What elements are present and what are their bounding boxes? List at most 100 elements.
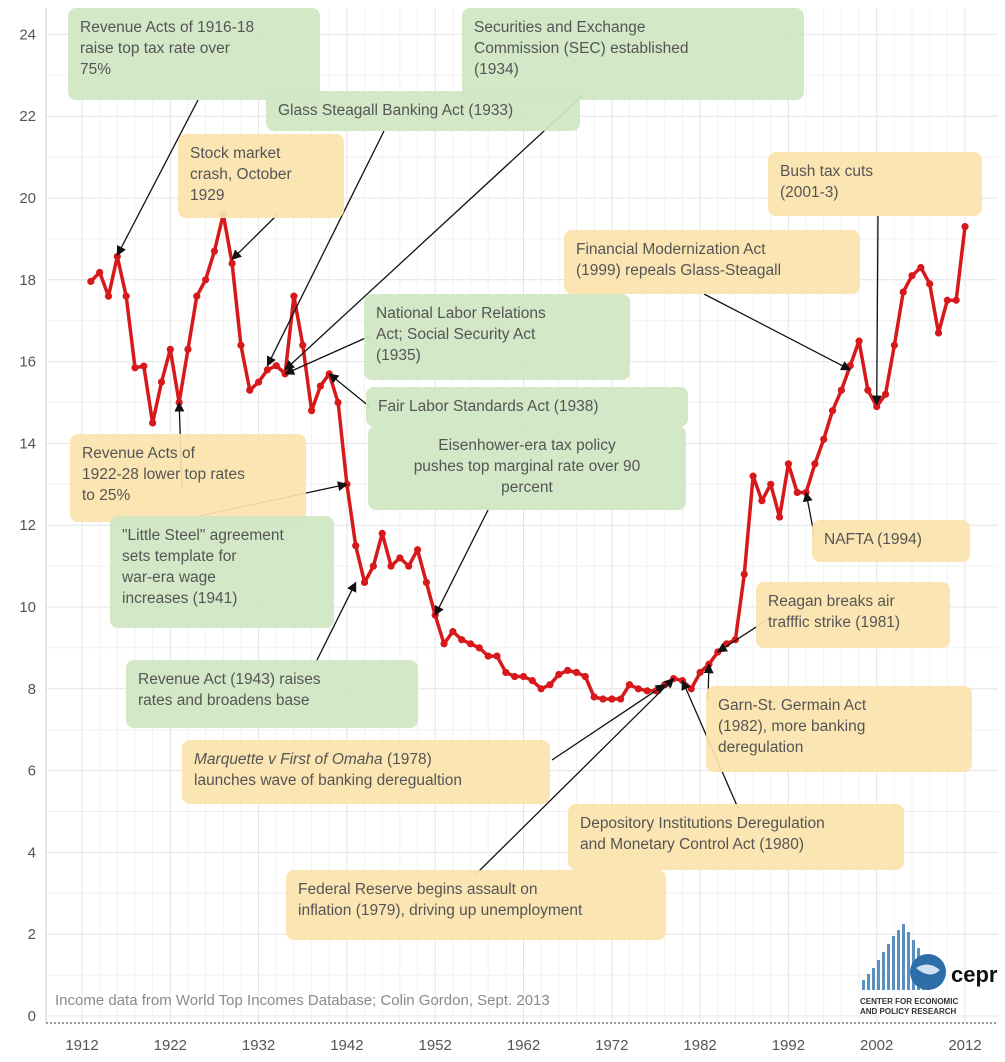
annotation-rest: (1978) [383, 751, 432, 768]
data-point [934, 329, 943, 337]
data-point [449, 627, 457, 636]
data-point [555, 670, 563, 679]
data-point [943, 296, 951, 304]
source-note: Income data from World Top Incomes Datab… [55, 992, 550, 1009]
annotation-text-line: Glass Steagall Banking Act (1933) [278, 102, 513, 119]
annotation-5: Bush tax cuts (2001-3) [768, 152, 982, 216]
data-point [599, 695, 607, 703]
logo-name: cepr [951, 962, 998, 987]
annotation-text-line: Securities and Exchange [474, 19, 645, 36]
data-point [546, 681, 554, 689]
annotation-arrow [231, 213, 279, 261]
x-tick-label: 2012 [948, 1037, 981, 1054]
annotation-text-line: Stock market [190, 145, 281, 162]
annotations: Revenue Acts of 1916-18 raise top tax rat… [68, 8, 982, 940]
data-point [855, 337, 863, 345]
data-point [184, 345, 192, 353]
annotation-box [368, 426, 686, 510]
data-point [511, 672, 519, 681]
annotation-arrow [434, 509, 489, 617]
data-point [758, 497, 766, 505]
data-point [96, 268, 104, 277]
logo-subtitle-line: CENTER FOR ECONOMIC [860, 997, 958, 1006]
annotation-16: Marquette v First of Omaha (1978) launche… [182, 740, 550, 804]
data-point [360, 578, 369, 587]
data-point [528, 677, 536, 685]
y-tick-label: 4 [28, 844, 36, 861]
data-point [272, 362, 280, 370]
annotation-box [706, 686, 972, 772]
annotation-box [178, 134, 344, 218]
logo-subtitle-line: AND POLICY RESEARCH [860, 1007, 957, 1016]
y-tick-label: 6 [28, 763, 36, 780]
annotation-box [126, 660, 418, 728]
y-tick-label: 16 [19, 354, 36, 371]
x-axis: 1912 1922 1932 1942 1952 1962 1972 1982 1992 2002… [65, 1037, 981, 1054]
x-tick-label: 1982 [683, 1037, 716, 1054]
data-point [413, 546, 422, 554]
annotation-text-line: Marquette v First of Omaha (1978) [194, 751, 432, 768]
annotation-text-line: raise top tax rate over [80, 40, 230, 57]
annotation-text-line: Reagan breaks air [768, 593, 895, 610]
data-point [122, 292, 130, 300]
data-point [290, 292, 298, 300]
data-point [396, 554, 404, 562]
data-point [166, 345, 174, 353]
annotation-arrow [475, 677, 675, 875]
y-tick-label: 10 [19, 599, 36, 616]
data-point [140, 362, 148, 370]
annotation-text-line: (1982), more banking [718, 718, 865, 735]
data-point [458, 636, 466, 644]
logo-bar [892, 936, 895, 990]
data-point [572, 668, 581, 677]
data-point [917, 263, 925, 272]
annotation-text-line: percent [501, 479, 553, 496]
annotation-text-line: sets template for [122, 548, 237, 565]
logo-bar [887, 944, 890, 990]
data-point [740, 570, 748, 578]
data-point [157, 378, 166, 386]
annotation-text-line: Bush tax cuts [780, 163, 873, 180]
data-point [828, 407, 837, 415]
data-point [519, 672, 528, 681]
annotation-text-line: rates and broadens base [138, 692, 309, 709]
data-point [316, 382, 325, 390]
annotation-box [564, 230, 860, 294]
data-point [952, 296, 960, 304]
x-tick-label: 1912 [65, 1037, 98, 1054]
annotation-text-line: NAFTA (1994) [824, 531, 922, 548]
annotation-text-line: Fair Labor Standards Act (1938) [378, 398, 599, 415]
annotation-text-line: Garn-St. Germain Act [718, 697, 867, 714]
data-point [961, 223, 969, 231]
x-tick-label: 1932 [242, 1037, 275, 1054]
series-layer [87, 210, 969, 703]
data-point [299, 341, 307, 349]
annotation-arrow [551, 684, 666, 761]
data-point [793, 488, 801, 497]
data-point [369, 562, 377, 570]
x-tick-label: 1922 [154, 1037, 187, 1054]
data-point [202, 276, 210, 284]
series-line [89, 212, 967, 701]
annotation-17: Depository Institutions Deregulation and … [568, 804, 904, 870]
data-point [837, 386, 845, 394]
annotation-text-line: increases (1941) [122, 590, 237, 607]
data-point [484, 652, 492, 660]
data-point [263, 366, 272, 374]
annotation-text-line: deregulation [718, 739, 803, 756]
data-point [334, 398, 342, 407]
data-point [193, 292, 201, 300]
annotation-7: National Labor Relations Act; Social Secu… [364, 294, 630, 380]
data-point [431, 611, 439, 619]
annotation-8: Fair Labor Standards Act (1938) [366, 387, 688, 427]
annotation-1: Revenue Acts of 1916-18 raise top tax rat… [68, 8, 320, 100]
data-point [564, 666, 572, 674]
logo-globe-shape [916, 964, 940, 975]
data-point [87, 277, 95, 286]
annotation-text-line: Revenue Acts of [82, 445, 196, 462]
annotation-text-line: pushes top marginal rate over 90 [414, 458, 641, 475]
data-point [687, 685, 695, 693]
annotation-text-line: Revenue Act (1943) raises [138, 671, 321, 688]
annotation-box [768, 152, 982, 216]
